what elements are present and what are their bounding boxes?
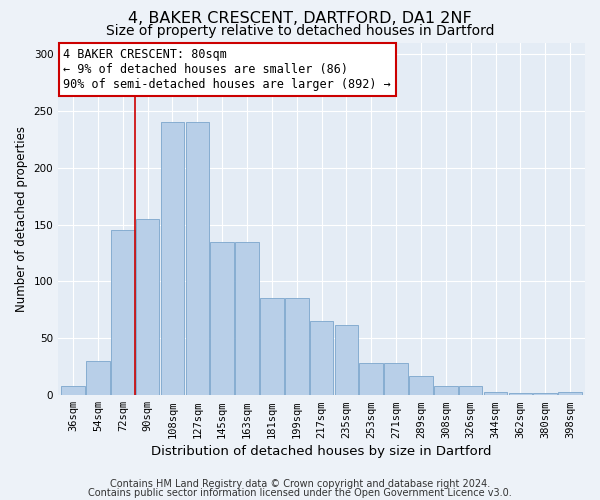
Bar bbox=[285, 298, 308, 395]
Bar bbox=[260, 298, 284, 395]
Text: 4 BAKER CRESCENT: 80sqm
← 9% of detached houses are smaller (86)
90% of semi-det: 4 BAKER CRESCENT: 80sqm ← 9% of detached… bbox=[64, 48, 391, 91]
Bar bbox=[235, 242, 259, 395]
X-axis label: Distribution of detached houses by size in Dartford: Distribution of detached houses by size … bbox=[151, 444, 492, 458]
Bar bbox=[385, 364, 408, 395]
Bar bbox=[359, 364, 383, 395]
Text: Contains public sector information licensed under the Open Government Licence v3: Contains public sector information licen… bbox=[88, 488, 512, 498]
Bar bbox=[310, 321, 334, 395]
Bar bbox=[409, 376, 433, 395]
Text: 4, BAKER CRESCENT, DARTFORD, DA1 2NF: 4, BAKER CRESCENT, DARTFORD, DA1 2NF bbox=[128, 11, 472, 26]
Text: Size of property relative to detached houses in Dartford: Size of property relative to detached ho… bbox=[106, 24, 494, 38]
Bar bbox=[61, 386, 85, 395]
Bar bbox=[161, 122, 184, 395]
Bar bbox=[111, 230, 134, 395]
Bar bbox=[558, 392, 582, 395]
Bar bbox=[484, 392, 508, 395]
Bar bbox=[459, 386, 482, 395]
Bar bbox=[335, 324, 358, 395]
Text: Contains HM Land Registry data © Crown copyright and database right 2024.: Contains HM Land Registry data © Crown c… bbox=[110, 479, 490, 489]
Bar bbox=[136, 219, 160, 395]
Bar bbox=[533, 393, 557, 395]
Bar bbox=[211, 242, 234, 395]
Bar bbox=[185, 122, 209, 395]
Bar bbox=[509, 393, 532, 395]
Bar bbox=[434, 386, 458, 395]
Y-axis label: Number of detached properties: Number of detached properties bbox=[15, 126, 28, 312]
Bar bbox=[86, 361, 110, 395]
